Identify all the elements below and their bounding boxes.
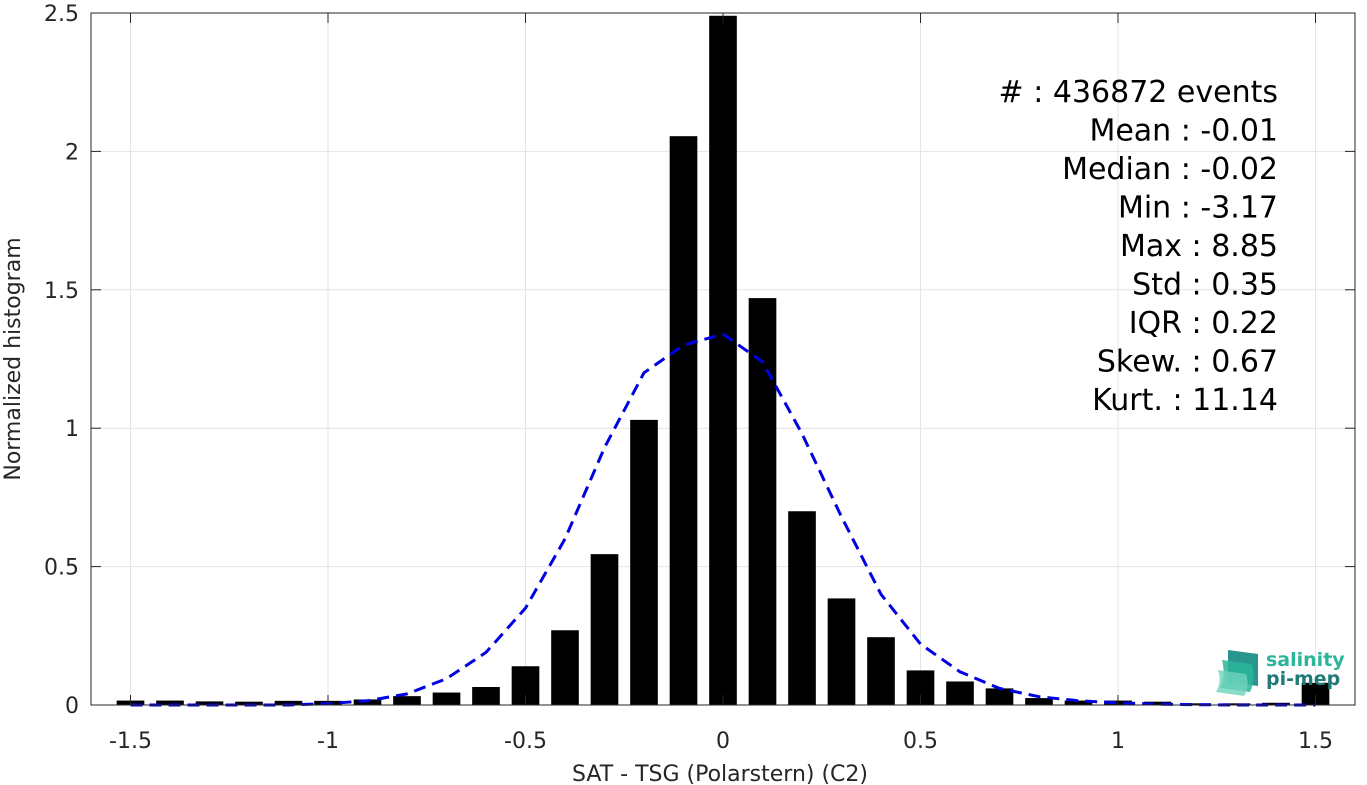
x-tick-label: -1 (317, 729, 339, 754)
histogram-bar (1301, 682, 1330, 705)
histogram-bar (432, 692, 461, 705)
stat-line: Mean : -0.01 (1089, 114, 1278, 149)
logo-text-salinity: salinity (1266, 649, 1345, 671)
y-axis-label: Normalized histogram (1, 237, 26, 480)
histogram-bar (946, 681, 974, 705)
histogram-bar (1064, 700, 1093, 705)
stat-line: Kurt. : 11.14 (1092, 383, 1278, 418)
stat-line: Std : 0.35 (1132, 268, 1278, 303)
salinity-pi-mep-logo: salinity pi-mep (1216, 649, 1345, 696)
histogram-bar (590, 554, 619, 705)
histogram-bar (235, 701, 263, 705)
x-tick-label: -1.5 (109, 729, 152, 754)
histogram-bar (1143, 701, 1172, 705)
histogram-bar (1222, 703, 1251, 705)
y-tick-label: 1.5 (44, 279, 79, 304)
x-tick-label: -0.5 (504, 729, 547, 754)
y-tick-label: 2.5 (44, 2, 79, 27)
histogram-bar (393, 696, 421, 705)
x-tick-label: 0.5 (903, 729, 938, 754)
histogram-bar (274, 700, 303, 705)
histogram-bar (827, 598, 856, 705)
y-tick-label: 2 (65, 140, 79, 165)
histogram-bar (985, 688, 1014, 705)
histogram-bar (867, 637, 895, 705)
logo-text-pi-mep: pi-mep (1266, 668, 1340, 690)
stat-line: IQR : 0.22 (1129, 306, 1278, 341)
histogram-bar (1183, 703, 1211, 705)
stat-line: # : 436872 events (999, 75, 1278, 110)
x-tick-label: 1.5 (1298, 729, 1333, 754)
x-axis-label: SAT - TSG (Polarstern) (C2) (572, 762, 868, 785)
y-tick-label: 0 (65, 694, 79, 719)
histogram-bar (630, 419, 658, 705)
stat-line: Max : 8.85 (1120, 229, 1278, 264)
histogram-bar (551, 630, 579, 705)
histogram-bar (748, 298, 777, 705)
histogram-bar (472, 687, 500, 705)
x-axis-ticks: -1.5 -1 -0.5 0 0.5 1 1.5 (109, 13, 1333, 754)
stat-line: Median : -0.02 (1062, 152, 1278, 187)
x-tick-label: 0 (716, 729, 730, 754)
wave-logo-icon (1216, 650, 1258, 696)
histogram-bar (195, 701, 224, 705)
histogram-bar (709, 15, 737, 705)
stat-line: Skew. : 0.67 (1097, 345, 1278, 380)
y-axis-ticks: 0 0.5 1 1.5 2 2.5 (44, 2, 1355, 719)
histogram-bar (788, 511, 816, 705)
y-tick-label: 0.5 (44, 556, 79, 581)
stat-line: Min : -3.17 (1118, 191, 1278, 226)
histogram-bar (156, 700, 184, 705)
histogram-bar (1025, 698, 1053, 705)
x-tick-label: 1 (1111, 729, 1125, 754)
histogram-bars (116, 15, 1330, 705)
y-tick-label: 1 (65, 417, 79, 442)
histogram-bar (669, 136, 698, 705)
